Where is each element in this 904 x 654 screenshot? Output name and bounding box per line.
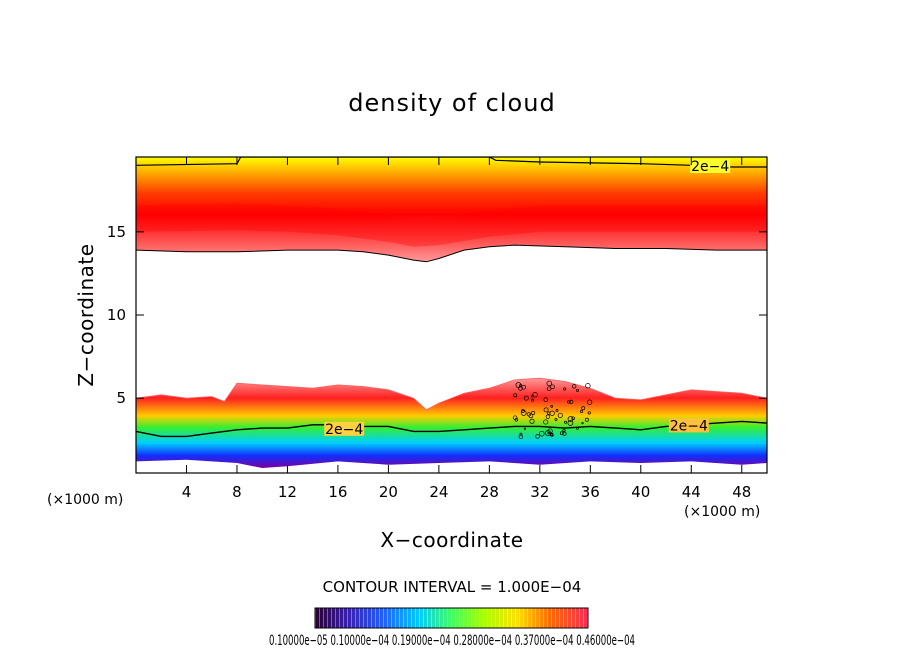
contour-labels: 2e−4 2e−4 2e−4 — [324, 159, 731, 438]
noise-blob — [584, 417, 589, 422]
x-axis-label: X−coordinate — [380, 528, 523, 552]
chart-title: density of cloud — [348, 89, 555, 117]
x-tick-label: 32 — [530, 483, 549, 501]
noise-blob — [576, 427, 579, 430]
x-tick-label: 4 — [182, 483, 192, 501]
x-tick-label: 36 — [581, 483, 600, 501]
noise-blob — [567, 416, 574, 422]
noise-blob — [519, 384, 523, 388]
noise-blob — [579, 409, 584, 414]
noise-blob — [520, 410, 527, 416]
x-tick-label: 44 — [682, 483, 701, 501]
noise-blob — [535, 434, 540, 439]
colorbar — [314, 607, 589, 629]
noise-blob — [513, 393, 518, 398]
lower-cloud-top-line — [136, 377, 767, 411]
noise-blob — [581, 421, 584, 425]
x-tick-label: 8 — [232, 483, 242, 501]
contour-label-bg — [668, 418, 709, 433]
x-unit-right: (×1000 m) — [684, 504, 760, 520]
noise-blob — [528, 413, 534, 419]
noise-blob — [532, 392, 538, 398]
contour-label: 2e−4 — [670, 418, 708, 434]
noise-blob — [521, 409, 525, 413]
noise-blob — [521, 384, 527, 390]
y-tick-label: 5 — [116, 389, 126, 407]
noise-blob — [539, 430, 545, 437]
x-tick-label: 20 — [379, 483, 398, 501]
upper-cloud-base-line — [136, 244, 767, 263]
noise-blob — [530, 398, 534, 402]
colorbar-frame — [314, 607, 589, 629]
noise-blob — [557, 412, 563, 418]
noise-blob — [562, 428, 566, 432]
contour-label: 2e−4 — [325, 422, 363, 438]
contour-label-bg — [324, 421, 365, 436]
noise-blob — [512, 415, 518, 420]
contour-label-bg — [690, 159, 731, 173]
noise-blob — [523, 427, 527, 430]
noise-blob — [555, 409, 559, 412]
upper-cloud-core — [136, 203, 767, 247]
upper-cloud-layer — [136, 157, 767, 262]
x-tick-label: 40 — [631, 483, 650, 501]
y-tick-label: 10 — [107, 306, 126, 324]
noise-blob — [546, 386, 552, 391]
colorbar-labels: 0.10000e−05 0.10000e−04 0.19000e−04 0.28… — [269, 633, 635, 649]
noise-blob — [586, 399, 593, 405]
y-axis-ticks: 5 10 15 — [107, 223, 767, 407]
noise-blob — [576, 388, 579, 392]
noise-blob — [562, 431, 567, 436]
y-axis-label: Z−coordinate — [74, 243, 98, 386]
colorbar-stripes — [315, 608, 588, 628]
noise-blob — [563, 387, 567, 391]
noise-blob — [531, 410, 536, 416]
lower-cloud-layer — [136, 378, 767, 468]
noise-blob — [547, 428, 553, 434]
x-unit-left: (×1000 m) — [47, 492, 123, 508]
noise-blob — [543, 419, 549, 425]
plot-area: 2e−4 2e−4 2e−4 — [136, 157, 767, 473]
noise-blob — [549, 432, 554, 437]
noise-blob — [543, 407, 549, 413]
x-tick-label: 12 — [278, 483, 297, 501]
noise-blob — [519, 432, 523, 436]
noise-blob — [572, 384, 577, 389]
noise-blob — [550, 384, 555, 390]
lower-contour-line — [136, 420, 767, 438]
noise-blob — [554, 417, 558, 421]
noise-blob — [567, 420, 574, 426]
x-tick-label: 16 — [328, 483, 347, 501]
noise-blob — [567, 400, 571, 404]
convective-noise — [512, 380, 593, 440]
noise-blob — [545, 414, 551, 419]
x-tick-label: 48 — [732, 483, 751, 501]
x-tick-label: 28 — [480, 483, 499, 501]
x-axis-ticks: 4 8 12 16 20 24 28 32 36 40 44 48 — [182, 157, 751, 501]
noise-blob — [547, 411, 551, 415]
noise-blob — [559, 431, 564, 436]
noise-blob — [546, 380, 553, 387]
y-tick-label: 15 — [107, 223, 126, 241]
noise-blob — [550, 405, 554, 408]
noise-blob — [529, 418, 535, 424]
contour-label: 2e−4 — [691, 159, 729, 175]
noise-blob — [515, 382, 522, 388]
noise-blob — [585, 383, 591, 389]
noise-blob — [543, 397, 549, 402]
contour-interval: CONTOUR INTERVAL = 1.000E−04 — [323, 578, 582, 596]
noise-blob — [587, 411, 591, 415]
x-tick-label: 24 — [429, 483, 448, 501]
noise-blob — [523, 395, 529, 401]
noise-blob — [569, 399, 574, 405]
noise-blob — [581, 406, 586, 411]
noise-blob — [564, 420, 567, 424]
